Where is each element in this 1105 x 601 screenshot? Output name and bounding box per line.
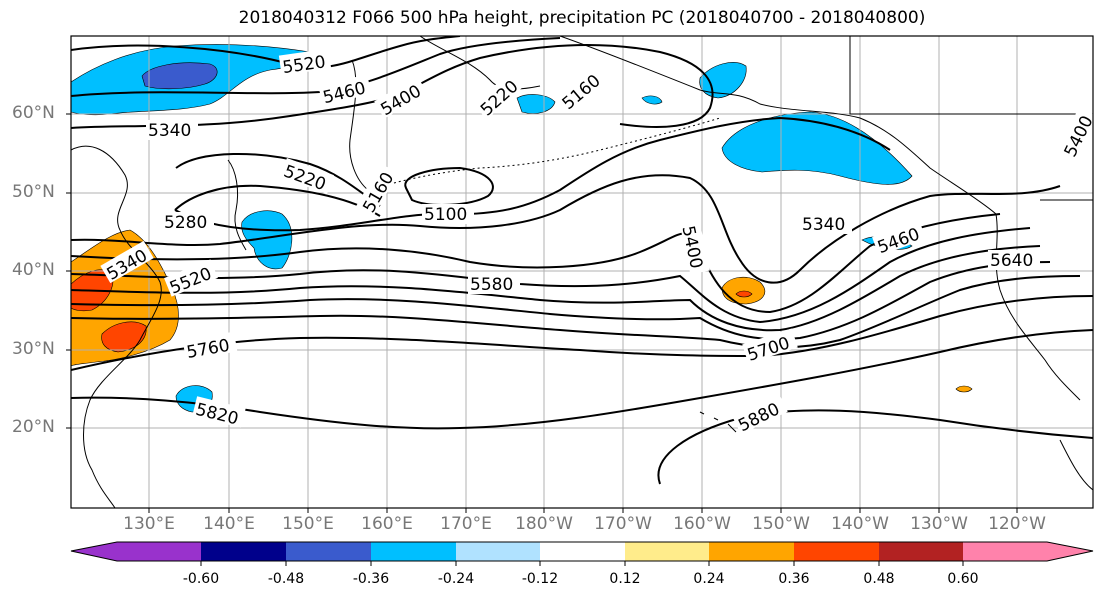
coastlines xyxy=(71,36,1093,508)
colorbar-seg-0 xyxy=(71,542,201,561)
contour-label: 5280 xyxy=(164,213,207,233)
colorbar-seg-5 xyxy=(540,542,625,561)
precip-area-trough xyxy=(721,276,766,305)
positive-precip-areas xyxy=(71,229,973,393)
colorbar-seg-8 xyxy=(794,542,879,561)
lon-label: 160°W xyxy=(673,514,731,534)
precip-area-trough-core xyxy=(735,290,753,298)
contour-label: 5580 xyxy=(470,275,513,295)
lon-label: 150°W xyxy=(752,514,810,534)
colorbar-tick-label: -0.48 xyxy=(267,571,305,587)
precip-area-hawaii-east xyxy=(955,385,973,393)
contour-label: 5100 xyxy=(424,205,467,225)
precip-area-small-1 xyxy=(641,95,663,105)
lon-label: 180°W xyxy=(515,514,573,534)
contour-label: 5340 xyxy=(148,121,191,141)
lat-label: 30°N xyxy=(12,339,55,359)
colorbar-outline xyxy=(70,541,1094,562)
colorbar-tick-label: -0.12 xyxy=(521,571,559,587)
colorbar-seg-1 xyxy=(201,542,286,561)
lon-label: 140°E xyxy=(203,514,255,534)
colorbar-seg-9 xyxy=(879,542,963,561)
colorbar-tick-label: -0.24 xyxy=(437,571,475,587)
coast-mexico xyxy=(1059,439,1093,491)
colorbar-tick-label: -0.60 xyxy=(182,571,220,587)
lon-label: 120°W xyxy=(988,514,1046,534)
lon-label: 170°W xyxy=(594,514,652,534)
lon-label: 150°E xyxy=(282,514,334,534)
precip-area-bering xyxy=(516,94,556,114)
lon-label: 140°W xyxy=(831,514,889,534)
hawaii-islands xyxy=(699,411,737,433)
colorbar-seg-4 xyxy=(456,542,540,561)
colorbar-seg-7 xyxy=(709,542,794,561)
precip-area-japan xyxy=(71,229,179,367)
colorbar-seg-10 xyxy=(963,542,1093,561)
precip-area-okhotsk-core xyxy=(141,62,218,90)
lon-label: 160°E xyxy=(361,514,413,534)
map-background xyxy=(71,36,1093,508)
lat-label: 20°N xyxy=(12,417,55,437)
map-frame xyxy=(70,35,1094,509)
colorbar-tick-label: -0.36 xyxy=(352,571,390,587)
colorbar-tick-label: 0.48 xyxy=(863,571,895,587)
lat-label: 60°N xyxy=(12,103,55,123)
colorbar-tick-label: 0.24 xyxy=(693,571,725,587)
colorbar-seg-2 xyxy=(286,542,371,561)
colorbar-tick-label: 0.60 xyxy=(947,571,979,587)
lon-label: 130°W xyxy=(910,514,968,534)
colorbar-tick-label: 0.12 xyxy=(609,571,641,587)
precip-area-japan-core-2 xyxy=(101,321,147,353)
coast-alaska xyxy=(559,36,997,215)
colorbar-seg-6 xyxy=(625,542,709,561)
height-contours xyxy=(71,36,1093,485)
coast-asia xyxy=(71,145,162,508)
axis-ticks xyxy=(66,113,1018,513)
lon-label: 170°E xyxy=(440,514,492,534)
border-alaska xyxy=(849,36,1093,115)
lat-label: 50°N xyxy=(12,182,55,202)
map-title: 2018040312 F066 500 hPa height, precipit… xyxy=(238,8,926,28)
lat-label: 40°N xyxy=(12,260,55,280)
colorbar-seg-3 xyxy=(371,542,456,561)
contour-label: 5340 xyxy=(802,215,845,235)
lon-label: 130°E xyxy=(123,514,175,534)
colorbar-tick-label: 0.36 xyxy=(778,571,810,587)
contour-label: 5640 xyxy=(990,251,1033,271)
coast-sakhalin xyxy=(227,159,247,251)
colorbar xyxy=(70,541,1094,566)
coast-aleutians xyxy=(369,117,721,191)
